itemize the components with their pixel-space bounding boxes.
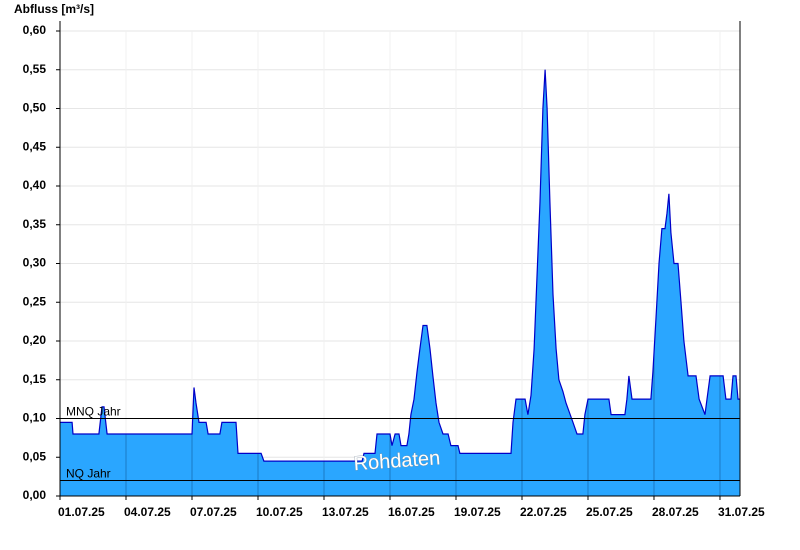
y-tick-label: 0,40 xyxy=(23,178,47,192)
y-tick-label: 0,05 xyxy=(23,449,47,463)
y-tick-label: 0,15 xyxy=(23,372,47,386)
x-tick-label: 19.07.25 xyxy=(454,505,501,519)
x-tick-label: 16.07.25 xyxy=(388,505,435,519)
y-tick-label: 0,60 xyxy=(23,23,47,37)
x-tick-label: 25.07.25 xyxy=(586,505,633,519)
reference-label: MNQ Jahr xyxy=(66,405,121,419)
y-tick-label: 0,10 xyxy=(23,411,47,425)
y-tick-label: 0,30 xyxy=(23,256,47,270)
x-tick-label: 31.07.25 xyxy=(718,505,765,519)
y-tick-label: 0,55 xyxy=(23,62,47,76)
y-tick-label: 0,45 xyxy=(23,139,47,153)
y-tick-label: 0,35 xyxy=(23,217,47,231)
x-tick-label: 22.07.25 xyxy=(520,505,567,519)
x-tick-label: 01.07.25 xyxy=(58,505,105,519)
y-tick-label: 0,20 xyxy=(23,333,47,347)
x-tick-label: 13.07.25 xyxy=(322,505,369,519)
x-tick-label: 04.07.25 xyxy=(124,505,171,519)
x-tick-label: 10.07.25 xyxy=(256,505,303,519)
reference-label: NQ Jahr xyxy=(66,467,111,481)
line xyxy=(60,69,740,462)
x-tick-label: 28.07.25 xyxy=(652,505,699,519)
area xyxy=(60,69,740,496)
watermark: Rohdaten xyxy=(353,447,441,475)
x-tick-label: 07.07.25 xyxy=(190,505,237,519)
y-tick-label: 0,50 xyxy=(23,101,47,115)
y-tick-label: 0,00 xyxy=(23,488,47,502)
y-axis-label: Abfluss [m³/s] xyxy=(14,2,94,16)
y-tick-label: 0,25 xyxy=(23,294,47,308)
